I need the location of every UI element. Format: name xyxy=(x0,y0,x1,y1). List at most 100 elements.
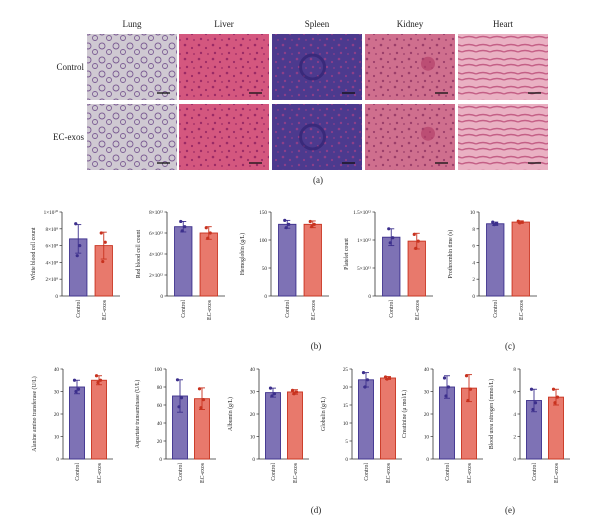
data-point xyxy=(492,223,496,227)
y-axis-label: Albumin (g/L) xyxy=(227,397,234,431)
data-point xyxy=(283,218,287,222)
data-point xyxy=(96,380,100,385)
data-point xyxy=(199,406,203,410)
chart-8: 0 5 10 15 20 25 Globulin (g/L) Control EC-exos xyxy=(320,367,402,483)
y-tick-label: 5×10¹¹ xyxy=(357,266,371,272)
data-point xyxy=(555,395,560,399)
y-tick-label: 1.5×10¹² xyxy=(353,210,371,216)
y-tick-label: 4 xyxy=(472,260,475,266)
chart-5: 0 10 20 30 40 Alanine amino transferase (U/L)… xyxy=(31,367,113,483)
panel-label-e: (e) xyxy=(505,505,515,515)
bar-control xyxy=(278,223,297,297)
y-tick-label: 0 xyxy=(264,294,267,300)
y-tick-label: 20 xyxy=(424,412,430,418)
x-tick-label: Control xyxy=(364,463,370,481)
bar-ec-exos xyxy=(303,223,322,297)
y-tick-label: 25 xyxy=(343,367,349,373)
data-point xyxy=(464,374,469,378)
y-tick-label: 4 xyxy=(513,412,516,418)
bar-control xyxy=(358,379,374,460)
bar-ec-exos xyxy=(199,232,218,297)
y-tick-label: 4×10⁸ xyxy=(45,260,58,266)
bar-control xyxy=(486,223,505,297)
bar-ec-exos xyxy=(287,391,303,460)
data-point xyxy=(495,222,499,226)
data-point xyxy=(444,394,448,398)
chart-1: 0 2×10¹² 4×10¹² 6×10¹² 8×10¹² Red blood cell … xyxy=(136,210,225,320)
data-point xyxy=(206,236,210,240)
y-tick-label: 0 xyxy=(55,294,58,300)
histology-image-heart-ec-exos xyxy=(458,104,548,170)
y-tick-label: 0 xyxy=(56,457,59,463)
row-label-ec-exos: EC-exos xyxy=(53,132,84,142)
data-point xyxy=(103,240,107,244)
y-tick-label: 0 xyxy=(252,457,255,463)
histology-image-heart-control xyxy=(458,34,548,100)
histology-panel: Lung Liver Spleen Kidney Heart Control EC-exos xyxy=(53,19,548,170)
y-axis-label: Aspartate transaminase (U/L) xyxy=(134,380,141,449)
data-point xyxy=(101,259,105,264)
histology-image-liver-ec-exos xyxy=(179,104,269,170)
x-tick-label: EC-exos xyxy=(102,299,108,320)
histology-image-kidney-control xyxy=(365,34,455,100)
y-tick-label: 6 xyxy=(513,390,516,396)
y-tick-label: 100 xyxy=(154,367,162,373)
chart-6: 0 20 40 60 80 100 Aspartate transaminase (U/L)… xyxy=(134,367,216,483)
data-point xyxy=(414,246,418,250)
data-point xyxy=(197,387,202,391)
y-axis-label: Red blood cell count xyxy=(136,230,142,279)
panel-label-d: (d) xyxy=(311,505,322,515)
y-tick-label: 0 xyxy=(472,294,475,300)
y-tick-label: 15 xyxy=(343,403,349,409)
y-tick-label: 8 xyxy=(472,227,475,233)
y-tick-label: 30 xyxy=(250,390,256,396)
y-tick-label: 40 xyxy=(250,367,256,373)
bar-ec-exos xyxy=(511,221,530,297)
bar-control xyxy=(69,386,85,460)
data-point xyxy=(183,225,187,229)
data-point xyxy=(78,244,82,248)
chart-2: 0 50 100 150 Hemoglobin (g/L) Control EC-exos xyxy=(239,210,329,320)
data-point xyxy=(204,226,208,230)
x-tick-label: Control xyxy=(76,300,82,318)
x-tick-label: EC-exos xyxy=(554,462,560,483)
bar-ec-exos xyxy=(548,396,564,460)
y-tick-label: 100 xyxy=(259,238,267,244)
data-point xyxy=(270,394,274,398)
y-axis-label: Creatinine (μ mol/L) xyxy=(401,390,408,438)
data-point xyxy=(412,232,416,236)
y-tick-label: 40 xyxy=(424,367,430,373)
y-tick-label: 8 xyxy=(513,367,516,373)
y-tick-label: 30 xyxy=(54,390,60,396)
column-label-heart: Heart xyxy=(493,19,513,29)
x-tick-label: Control xyxy=(271,463,277,481)
y-tick-label: 10 xyxy=(470,210,476,216)
column-label-liver: Liver xyxy=(214,19,234,29)
data-point xyxy=(363,385,367,389)
x-tick-label: EC-exos xyxy=(415,299,421,320)
y-tick-label: 20 xyxy=(343,385,349,391)
data-point xyxy=(74,389,78,394)
data-point xyxy=(72,378,77,382)
y-tick-label: 1×10¹⁰ xyxy=(44,210,58,216)
y-tick-label: 5 xyxy=(345,439,348,445)
data-point xyxy=(361,371,366,375)
column-label-kidney: Kidney xyxy=(397,19,424,29)
data-point xyxy=(287,222,291,226)
row-label-control: Control xyxy=(56,62,84,72)
x-tick-label: Control xyxy=(181,300,187,318)
y-tick-label: 10 xyxy=(424,435,430,441)
y-tick-label: 1×10¹² xyxy=(357,238,371,244)
data-point xyxy=(175,378,180,382)
y-tick-label: 20 xyxy=(54,412,60,418)
data-point xyxy=(446,385,451,389)
bar-ec-exos xyxy=(91,379,107,460)
y-tick-label: 10 xyxy=(250,435,256,441)
y-tick-label: 40 xyxy=(54,367,60,373)
y-axis-label: White blood cell count xyxy=(31,227,37,280)
data-point xyxy=(391,236,395,240)
y-tick-label: 2×10¹² xyxy=(149,273,163,279)
histology-image-spleen-control xyxy=(272,34,362,100)
histology-image-liver-control xyxy=(179,34,269,100)
